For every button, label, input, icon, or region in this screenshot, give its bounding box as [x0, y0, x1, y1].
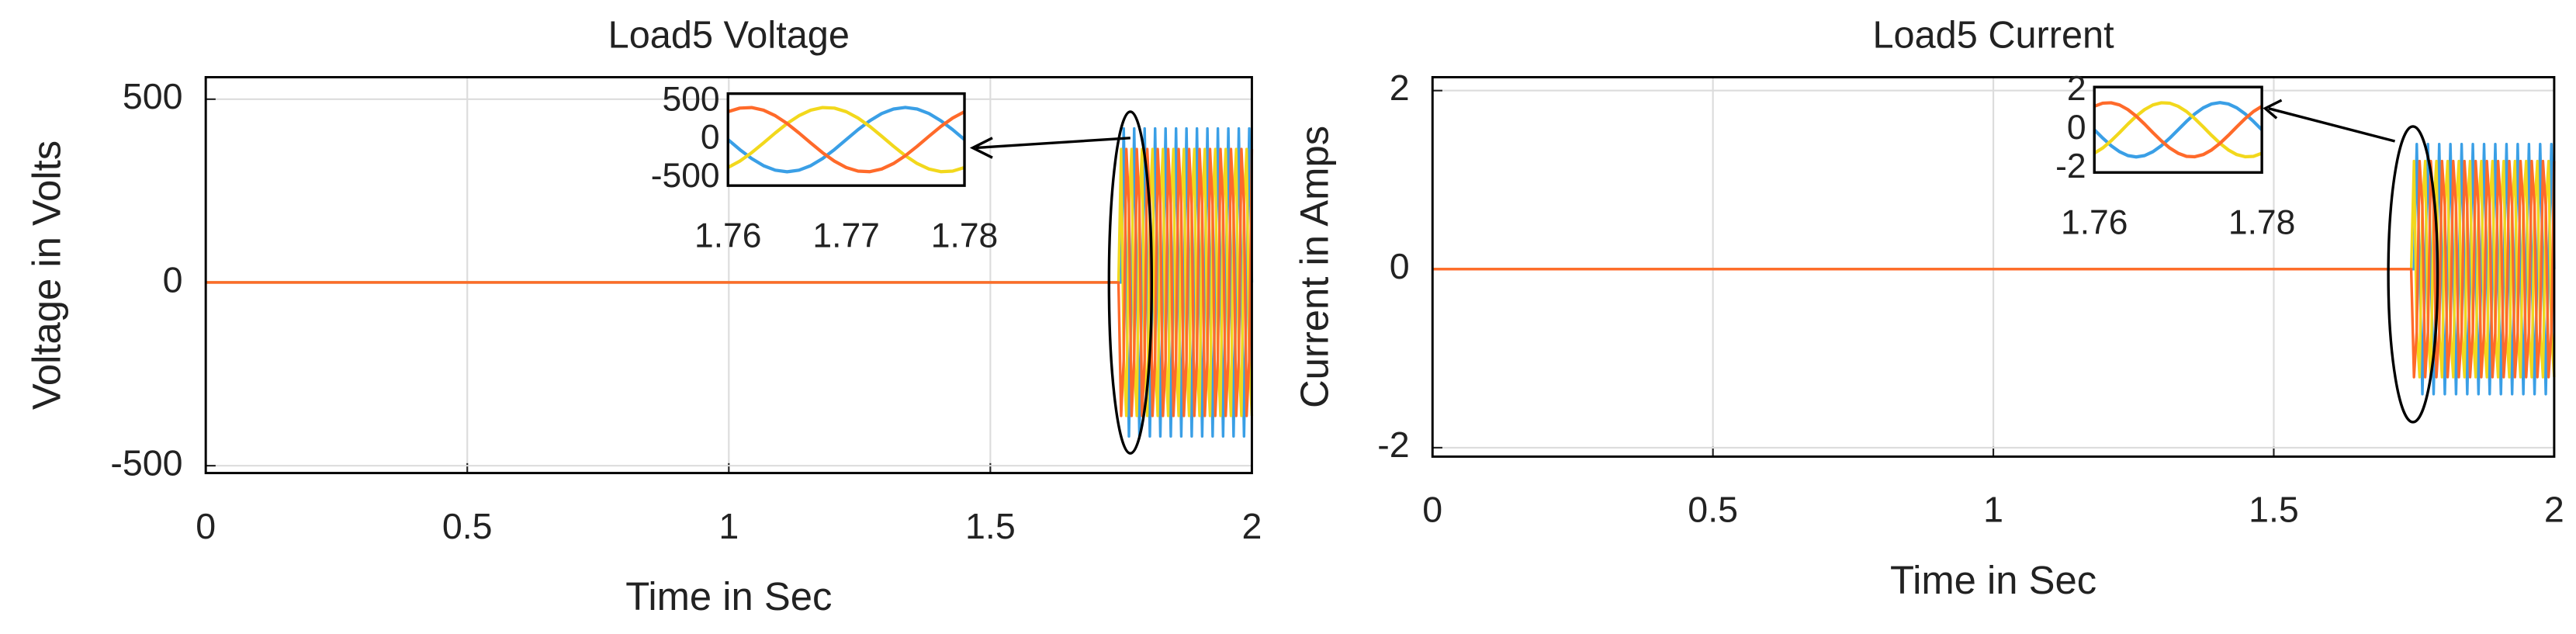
- x-axis-label: Time in Sec: [625, 574, 832, 618]
- chart-title: Load5 Current: [1872, 15, 2114, 57]
- chart-title: Load5 Voltage: [608, 15, 850, 57]
- title-background: [1849, 11, 2138, 64]
- series-line: [2093, 101, 2263, 159]
- plot-frame: [204, 75, 1253, 475]
- y-tick-label: 0: [2067, 109, 2086, 147]
- y-axis-label: Voltage in Volts: [25, 140, 69, 410]
- inset-frame: [726, 92, 966, 187]
- arrow-line: [975, 137, 1130, 150]
- series-line: [727, 106, 966, 174]
- y-tick-label: -2: [2055, 147, 2086, 185]
- series-line: [726, 106, 966, 174]
- y-tick-label: 0: [163, 259, 183, 300]
- x-axis-label: Time in Sec: [1890, 558, 2096, 602]
- x-tick-label: 1: [718, 506, 739, 546]
- arrow-line: [2268, 107, 2396, 143]
- y-tick-label: 500: [123, 76, 183, 116]
- x-tick-label: 1.78: [2228, 204, 2296, 242]
- x-tick-label: 1.76: [2061, 204, 2128, 242]
- series-line: [2093, 101, 2263, 159]
- plot-frame: [1431, 75, 2556, 458]
- series-line: [206, 147, 1254, 417]
- series-line: [1432, 159, 2556, 379]
- series-line: [206, 126, 1254, 438]
- x-tick-label: 2: [2544, 490, 2564, 530]
- highlight-ellipse: [2387, 125, 2439, 424]
- x-tick-label: 0: [1422, 490, 1442, 530]
- annotations: [969, 99, 2439, 455]
- x-tick-label: 1.78: [931, 217, 999, 255]
- y-tick-label: 2: [1390, 68, 1410, 108]
- y-tick-label: 500: [663, 80, 720, 118]
- series-line: [206, 147, 1254, 417]
- x-tick-label: 1.77: [812, 217, 880, 255]
- x-tick-label: 1: [1983, 490, 2003, 530]
- x-tick-label: 0.5: [1688, 490, 1738, 530]
- x-tick-label: 0: [196, 506, 216, 546]
- x-tick-label: 1.5: [2249, 490, 2299, 530]
- x-tick-label: 1.5: [965, 506, 1016, 546]
- y-tick-label: -500: [651, 157, 720, 195]
- arrow-head: [2263, 99, 2283, 120]
- y-tick-label: 2: [2067, 70, 2086, 108]
- series-line: [2093, 101, 2263, 159]
- y-tick-label: 0: [701, 119, 720, 157]
- x-tick-label: 1.76: [694, 217, 762, 255]
- x-tick-label: 0.5: [442, 506, 493, 546]
- y-tick-label: 0: [1390, 246, 1410, 286]
- highlight-ellipse: [1107, 110, 1154, 455]
- y-axis-label: Current in Amps: [1293, 126, 1337, 408]
- series-line: [727, 106, 965, 174]
- y-tick-label: -500: [110, 442, 182, 483]
- inset-frame: [2093, 85, 2263, 174]
- title-background: [585, 11, 873, 64]
- arrow-head: [969, 137, 993, 159]
- x-tick-label: 2: [1241, 506, 1262, 546]
- y-tick-label: -2: [1377, 424, 1409, 465]
